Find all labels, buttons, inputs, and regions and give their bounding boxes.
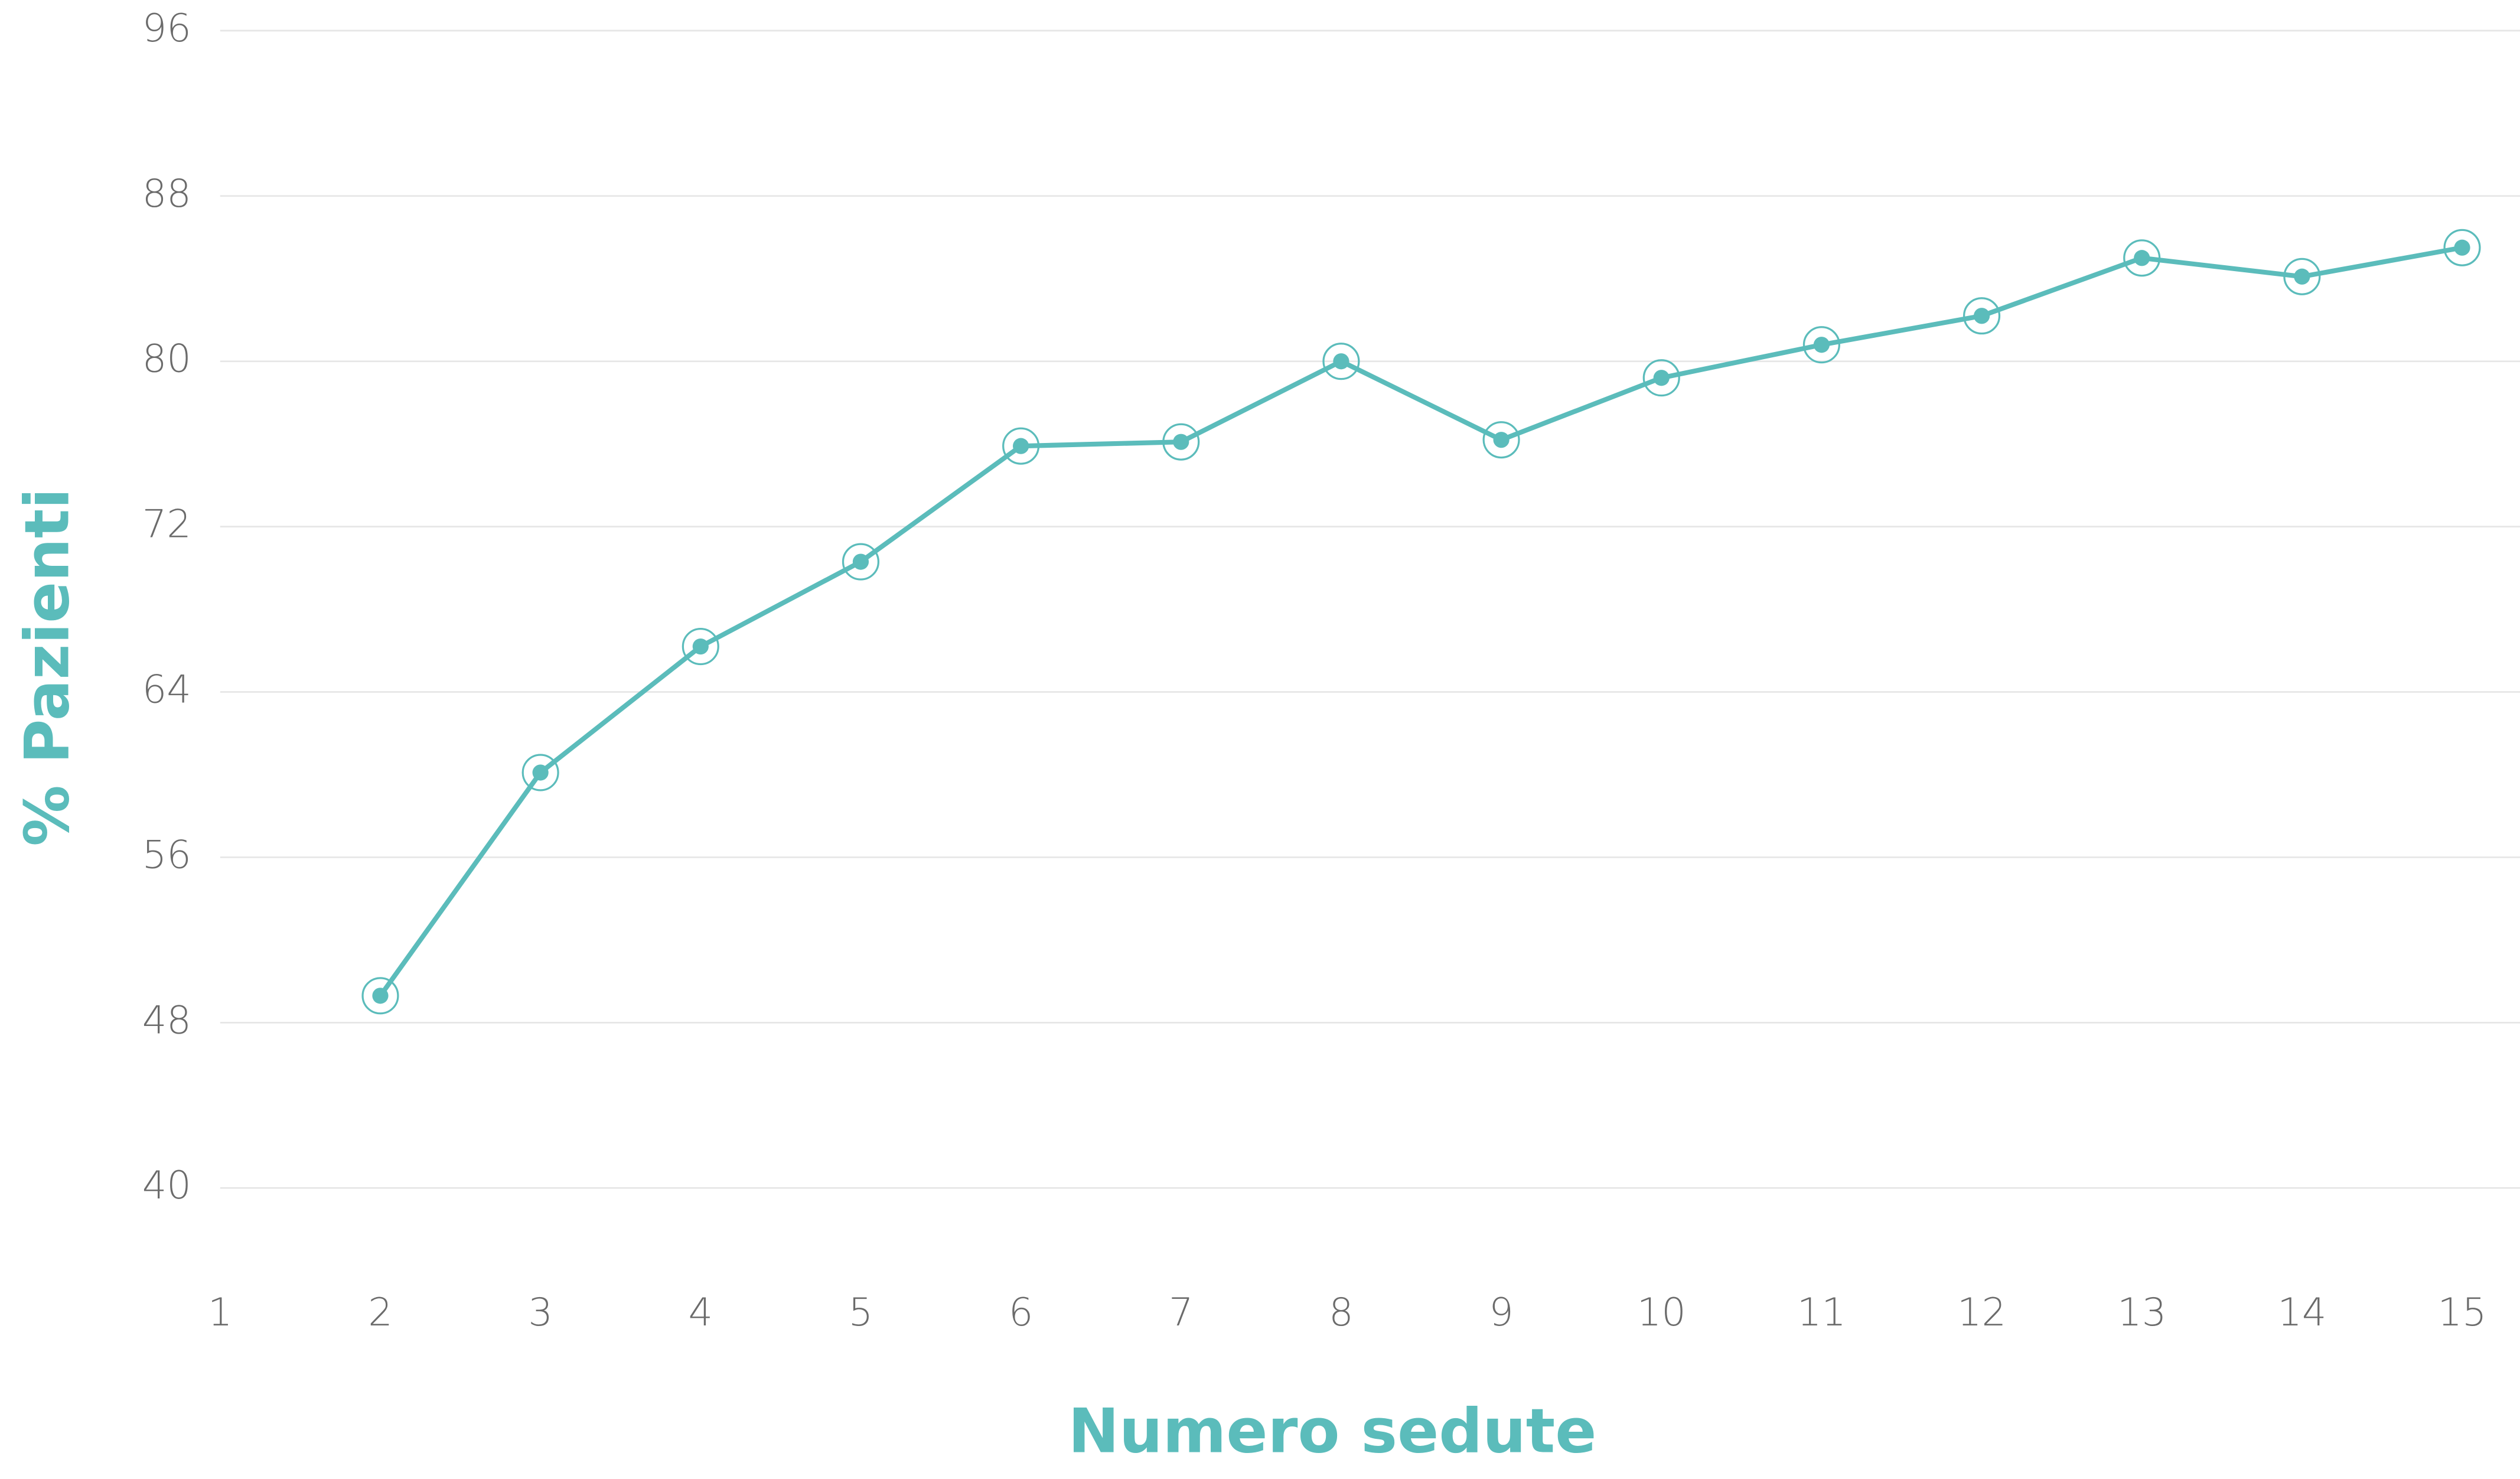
y-tick-label: 48 bbox=[142, 998, 191, 1043]
marker bbox=[2134, 250, 2150, 266]
x-tick-label: 8 bbox=[1329, 1290, 1354, 1335]
marker-ring bbox=[2283, 258, 2321, 295]
marker-ring bbox=[2123, 239, 2161, 277]
y-tick-label: 80 bbox=[142, 337, 191, 382]
marker-ring bbox=[1002, 427, 1040, 465]
y-tick-label: 96 bbox=[142, 6, 191, 51]
x-tick-label: 14 bbox=[2277, 1290, 2326, 1335]
marker bbox=[1973, 308, 1990, 324]
x-tick-label: 4 bbox=[689, 1290, 713, 1335]
x-tick-label: 2 bbox=[368, 1290, 393, 1335]
x-tick-label: 9 bbox=[1489, 1290, 1514, 1335]
marker bbox=[1333, 353, 1349, 370]
x-tick-label: 12 bbox=[1957, 1290, 2006, 1335]
y-tick-label: 40 bbox=[142, 1163, 191, 1208]
marker-ring bbox=[1802, 326, 1840, 364]
marker bbox=[1653, 370, 1670, 386]
x-tick-label: 13 bbox=[2117, 1290, 2166, 1335]
marker-ring bbox=[1322, 343, 1360, 380]
x-tick-label: 1 bbox=[208, 1290, 233, 1335]
marker bbox=[692, 638, 709, 655]
y-tick-label: 88 bbox=[142, 171, 191, 216]
marker-ring bbox=[1482, 421, 1520, 459]
marker bbox=[2294, 268, 2310, 285]
marker bbox=[372, 988, 389, 1004]
marker bbox=[852, 553, 869, 570]
marker bbox=[1013, 438, 1029, 454]
y-tick-label: 56 bbox=[142, 832, 191, 877]
marker-ring bbox=[1162, 423, 1200, 461]
x-tick-label: 5 bbox=[849, 1290, 873, 1335]
y-tick-label: 64 bbox=[142, 667, 191, 712]
y-tick-label: 72 bbox=[142, 502, 191, 547]
marker bbox=[1493, 432, 1510, 448]
marker-ring bbox=[2443, 229, 2481, 266]
line bbox=[378, 245, 2463, 998]
marker-ring bbox=[682, 627, 719, 666]
x-tick-label: 3 bbox=[528, 1290, 553, 1335]
marker-ring bbox=[521, 754, 559, 791]
marker bbox=[532, 764, 549, 781]
y-axis-title: % Pazienti bbox=[12, 488, 83, 846]
x-tick-label: 7 bbox=[1169, 1290, 1194, 1335]
marker bbox=[1173, 434, 1189, 450]
marker-ring bbox=[842, 543, 880, 581]
x-axis-title: Numero sedute bbox=[1068, 1396, 1597, 1467]
marker-ring bbox=[361, 977, 399, 1015]
x-tick-label: 10 bbox=[1637, 1290, 1686, 1335]
marker-ring bbox=[1962, 297, 2001, 335]
x-tick-label: 15 bbox=[2437, 1290, 2486, 1335]
marker bbox=[2454, 239, 2470, 256]
marker bbox=[1813, 337, 1830, 353]
x-tick-label: 11 bbox=[1797, 1290, 1846, 1335]
x-tick-label: 6 bbox=[1009, 1290, 1034, 1335]
marker-ring bbox=[1642, 359, 1680, 397]
